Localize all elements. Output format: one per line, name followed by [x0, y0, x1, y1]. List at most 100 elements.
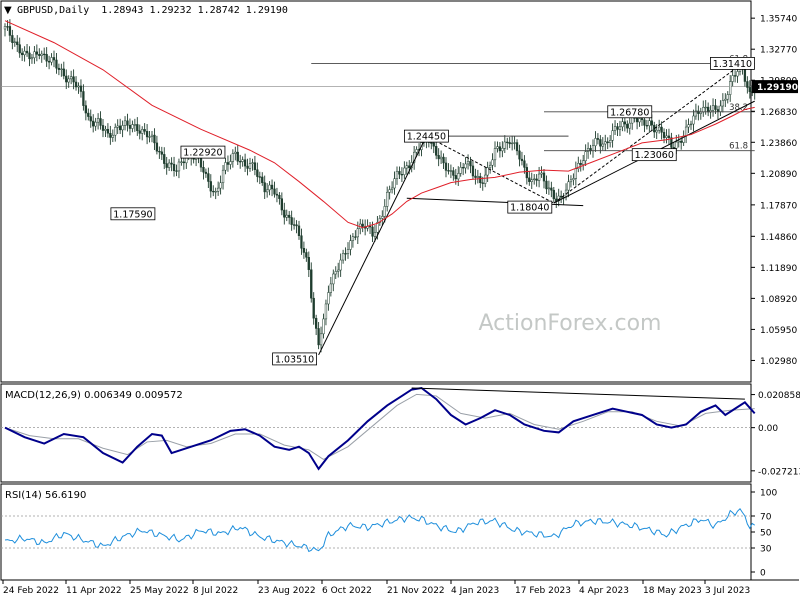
time-tick-label: 24 Feb 2022	[3, 586, 59, 596]
candle-body	[704, 106, 707, 109]
rsi-tick-label: 0	[760, 569, 766, 579]
candle-body	[60, 68, 63, 70]
rsi-tick-label: 100	[760, 489, 777, 499]
candle-body	[444, 162, 448, 171]
candle-body	[687, 124, 690, 128]
candle-body	[574, 168, 578, 179]
time-tick-label: 3 Jul 2023	[705, 586, 750, 596]
candle-body	[432, 142, 435, 147]
candle-body	[268, 184, 271, 191]
candle-body	[74, 81, 78, 88]
price-tick-label: 1.35740	[760, 15, 797, 25]
candle-body	[214, 191, 217, 193]
price-label-text: 1.03510	[275, 354, 314, 365]
price-tick-label: 1.02980	[760, 357, 797, 367]
macd-tick-label: 0.020858	[758, 391, 800, 401]
candle-body	[79, 85, 83, 92]
candle-body	[662, 132, 666, 138]
candle-body	[381, 216, 384, 219]
candle-body	[599, 139, 602, 147]
time-tick-label: 25 May 2022	[130, 586, 189, 596]
candle-body	[403, 167, 406, 175]
candle-body	[143, 129, 146, 132]
candle-body	[719, 105, 722, 112]
candle-body	[38, 54, 41, 56]
candle-body	[251, 162, 254, 164]
price-label-text: 1.17590	[113, 209, 152, 220]
candle-body	[50, 57, 53, 63]
candle-body	[447, 170, 450, 172]
candle-body	[623, 121, 627, 125]
candle-body	[329, 283, 333, 293]
candle-body	[523, 160, 526, 168]
candle-body	[493, 148, 497, 161]
candle-body	[658, 126, 661, 131]
price-label-text: 1.24450	[407, 132, 446, 143]
time-tick-label: 18 May 2023	[643, 586, 702, 596]
candle-body	[471, 165, 475, 177]
candle-body	[256, 169, 259, 177]
dropdown-icon[interactable]: ▼	[4, 5, 12, 16]
candle-body	[248, 163, 252, 169]
candle-body	[640, 118, 644, 121]
candle-body	[263, 182, 266, 193]
price-axis: 1.357401.327701.298001.268301.238601.208…	[751, 15, 798, 367]
macd-tick-label: 0.00	[758, 424, 778, 434]
candle-body	[158, 150, 161, 153]
candle-body	[204, 171, 208, 174]
candle-body	[21, 52, 24, 56]
candle-body	[57, 67, 61, 70]
price-panel-frame	[0, 0, 752, 383]
candle-body	[675, 141, 678, 149]
candle-body	[266, 189, 269, 193]
candle-body	[23, 50, 26, 56]
candle-body	[99, 118, 102, 126]
time-tick-label: 4 Apr 2023	[579, 586, 629, 596]
time-tick-label: 23 Aug 2022	[258, 586, 316, 596]
candle-body	[569, 179, 573, 183]
candle-body	[579, 163, 582, 165]
candle-body	[707, 106, 710, 113]
candle-body	[89, 116, 92, 122]
candle-body	[501, 148, 504, 152]
current-price-tag	[752, 80, 798, 94]
candle-body	[116, 125, 119, 128]
candle-body	[346, 249, 350, 254]
candle-body	[606, 141, 609, 144]
candle-body	[70, 76, 73, 80]
macd-line	[4, 386, 756, 471]
candle-body	[462, 167, 465, 169]
time-tick-label: 11 Apr 2022	[66, 586, 122, 596]
candle-body	[459, 167, 462, 174]
candle-body	[604, 141, 607, 145]
candle-body	[175, 170, 178, 172]
retracement-line	[553, 63, 743, 204]
candle-body	[393, 178, 396, 189]
candle-body	[258, 176, 261, 178]
candle-body	[207, 173, 210, 182]
rsi-tick-label: 70	[760, 513, 772, 523]
candle-body	[449, 170, 453, 172]
candle-body	[145, 131, 149, 138]
candle-body	[542, 172, 546, 182]
price-label-text: 1.18040	[510, 203, 549, 214]
macd-signal-line	[4, 393, 755, 460]
candle-body	[302, 247, 306, 253]
candle-body	[40, 53, 43, 56]
candle-body	[466, 161, 470, 165]
candle-body	[398, 171, 401, 175]
candle-body	[530, 179, 533, 182]
macd-title: MACD(12,26,9) 0.006349 0.009572	[5, 390, 183, 401]
candle-body	[153, 134, 156, 144]
candle-body	[180, 161, 183, 163]
candle-body	[182, 161, 185, 164]
candle-body	[126, 120, 129, 126]
candle-body	[503, 141, 506, 149]
price-tick-label: 1.11890	[760, 264, 797, 274]
candle-body	[395, 171, 399, 179]
candles	[3, 19, 756, 353]
candle-body	[582, 160, 585, 165]
price-label-box	[507, 200, 553, 214]
candle-body	[351, 236, 355, 241]
